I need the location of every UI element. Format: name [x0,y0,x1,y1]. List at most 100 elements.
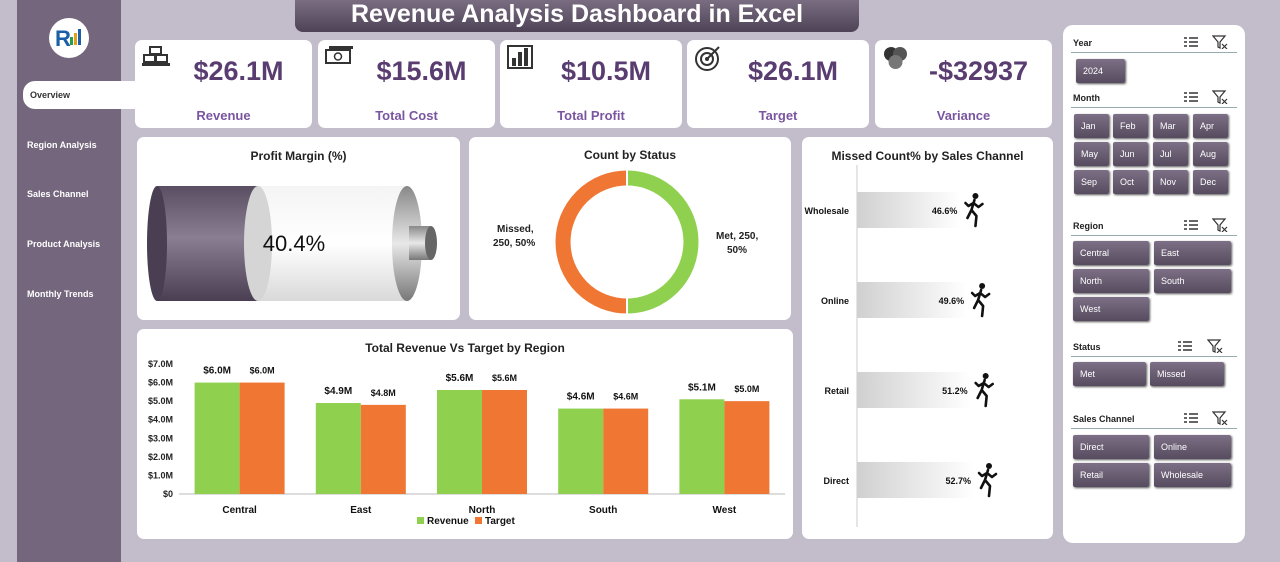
data-label: 51.2% [942,386,968,396]
slicer-btn-month-dec[interactable]: Dec [1193,170,1228,194]
data-label: $6.0M [203,366,231,377]
kpi-value: $26.1M [193,56,284,86]
kpi-card-total-profit: $10.5M Total Profit [500,40,682,128]
svg-text:R: R [55,26,71,51]
y-tick-label: $0 [163,489,173,499]
y-tick-label: $7.0M [148,359,173,369]
missed-count-bar-chart: Wholesale 46.6% Online 49.6% Retail 51.2% Dire… [804,165,998,527]
runner-icon [974,373,994,408]
slicer-btn-year-2024[interactable]: 2024 [1076,59,1125,83]
legend-label: Target [485,516,515,527]
nav-item-monthly-trends[interactable]: Monthly Trends [27,280,137,308]
runner-icon [964,193,984,228]
slicer-btn-month-jun[interactable]: Jun [1113,142,1148,166]
bar-retail [857,372,971,408]
slicer-btn-month-mar[interactable]: Mar [1153,114,1188,138]
profit-margin-value: 40.4% [263,231,325,256]
target-icon [695,46,720,71]
nav-item-overview[interactable]: Overview [23,81,139,109]
data-label-missed-line1: Missed, [497,224,534,235]
nav-item-product-analysis[interactable]: Product Analysis [27,230,137,258]
slicer-btn-month-feb[interactable]: Feb [1113,114,1148,138]
data-label: $5.6M [446,373,474,384]
slicer-btn-region-north[interactable]: North [1073,269,1149,293]
revenue-vs-target-panel: Total Revenue Vs Target by Region $0 $1.0… [137,329,793,539]
slicer-btn-month-sep[interactable]: Sep [1074,170,1109,194]
slicer-btn-region-south[interactable]: South [1154,269,1231,293]
category-label: Direct [823,476,849,486]
dashboard-title: Revenue Analysis Dashboard in Excel [295,0,859,32]
clear-filter-icon[interactable] [1207,339,1223,353]
runner-icon [970,283,991,318]
panel-title: Profit Margin (%) [250,149,347,163]
category-label: Retail [824,386,849,396]
data-label: $5.6M [492,373,517,383]
bar-revenue-south [558,408,604,494]
slicer-btn-region-west[interactable]: West [1073,297,1149,321]
x-tick-label: East [350,505,372,516]
multi-select-icon[interactable] [1183,35,1199,49]
x-tick-label: West [713,505,737,516]
sidebar: R Overview Region Analysis Sales Channel… [17,0,139,562]
multi-select-icon[interactable] [1183,90,1199,104]
slicer-btn-month-aug[interactable]: Aug [1193,142,1228,166]
profit-margin-panel: Profit Margin (%) 40.4% [137,137,460,320]
data-label-met-line1: Met, 250, [716,231,758,242]
legend-swatch [417,517,424,524]
revenue-target-bar-chart: $0 $1.0M $2.0M $3.0M $4.0M $5.0M $6.0M $7.0M $6.… [148,359,785,527]
slicer-btn-channel-online[interactable]: Online [1154,435,1231,459]
kpi-value: $15.6M [376,56,467,86]
nav-item-label: Overview [30,90,71,100]
slicer-btn-channel-retail[interactable]: Retail [1073,463,1149,487]
legend-label: Revenue [427,516,469,527]
nav-item-sales-channel[interactable]: Sales Channel [27,180,137,208]
bar-target-central [239,382,285,494]
data-label: $4.6M [567,392,595,403]
multi-select-icon[interactable] [1177,339,1193,353]
slicer-btn-month-may[interactable]: May [1074,142,1109,166]
clear-filter-icon[interactable] [1212,411,1228,425]
slicer-btn-region-east[interactable]: East [1154,241,1231,265]
slicer-btn-month-apr[interactable]: Apr [1193,114,1228,138]
clear-filter-icon[interactable] [1212,90,1228,104]
slicer-btn-status-missed[interactable]: Missed [1150,362,1224,386]
slicer-title-sales-channel: Sales Channel [1073,414,1135,424]
x-tick-label: South [589,505,617,516]
bar-wholesale [857,192,961,228]
panel-title: Count by Status [584,148,676,162]
kpi-value: -$32937 [928,56,1029,86]
kpi-card-revenue: $26.1M Revenue [135,40,312,128]
runner-icon [977,463,998,498]
kpi-card-target: $26.1M Target [687,40,869,128]
bar-revenue-west [679,399,725,494]
slicer-title-status: Status [1073,342,1101,352]
y-tick-label: $4.0M [148,415,173,425]
slicer-btn-region-central[interactable]: Central [1073,241,1149,265]
slicer-btn-month-jul[interactable]: Jul [1153,142,1188,166]
nav-item-region-analysis[interactable]: Region Analysis [27,131,137,159]
logo-icon: R [55,26,81,51]
x-tick-label: North [469,505,496,516]
slicer-btn-month-oct[interactable]: Oct [1113,170,1148,194]
slicer-btn-status-met[interactable]: Met [1073,362,1146,386]
kpi-value: $26.1M [747,56,839,86]
multi-select-icon[interactable] [1183,218,1199,232]
slicer-btn-month-jan[interactable]: Jan [1074,114,1109,138]
slicer-btn-channel-wholesale[interactable]: Wholesale [1154,463,1231,487]
data-label: $6.0M [250,366,275,376]
kpi-card-variance: -$32937 Variance [875,40,1052,128]
clear-filter-icon[interactable] [1212,35,1228,49]
x-tick-label: Central [222,505,257,516]
gold-bars-icon [142,46,170,66]
data-label: $4.6M [613,392,638,402]
data-label: $5.1M [688,382,716,393]
donut-chart: Met, 250, 50% Missed, 250, 50% [493,170,758,314]
data-label: 49.6% [939,296,965,306]
slicer-btn-channel-direct[interactable]: Direct [1073,435,1149,459]
clear-filter-icon[interactable] [1212,218,1228,232]
slicer-btn-month-nov[interactable]: Nov [1153,170,1188,194]
count-by-status-panel: Count by Status Met, 250, 50% Missed, 25… [469,137,791,320]
nav-item-label: Monthly Trends [27,289,94,299]
multi-select-icon[interactable] [1183,411,1199,425]
slicer-title-region: Region [1073,221,1104,231]
